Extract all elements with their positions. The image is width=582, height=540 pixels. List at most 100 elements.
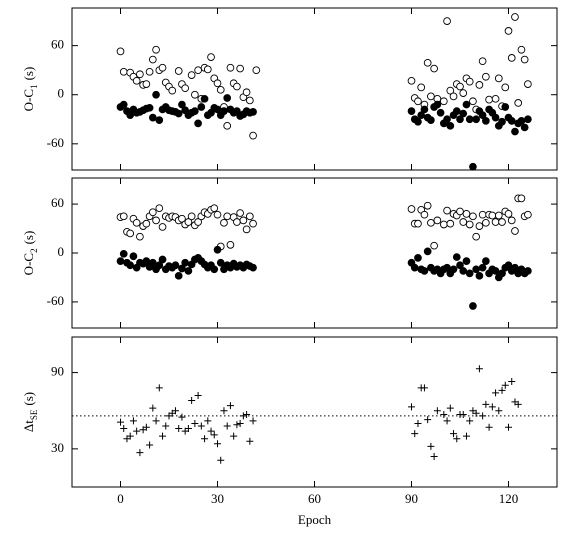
filled-circle bbox=[407, 107, 416, 115]
open-circle bbox=[148, 208, 157, 217]
x-tick-label: 90 bbox=[405, 491, 418, 506]
open-circle bbox=[472, 232, 481, 241]
plus-marker bbox=[482, 400, 490, 408]
plus-marker bbox=[117, 418, 124, 426]
open-circle bbox=[152, 45, 160, 54]
plus-marker bbox=[159, 432, 167, 440]
plus-marker bbox=[246, 437, 254, 445]
open-circle bbox=[517, 194, 526, 203]
plus-marker bbox=[443, 417, 451, 425]
filled-circle bbox=[482, 257, 490, 266]
filled-circle bbox=[155, 261, 164, 270]
open-circle bbox=[216, 85, 225, 94]
open-circle bbox=[449, 92, 458, 101]
open-circle bbox=[423, 58, 432, 67]
plus-marker bbox=[440, 411, 448, 419]
plus-marker bbox=[230, 432, 238, 440]
open-circle bbox=[456, 207, 464, 216]
x-tick-label: 60 bbox=[308, 491, 321, 506]
plus-marker bbox=[152, 417, 160, 425]
filled-circle bbox=[191, 107, 199, 115]
plus-marker bbox=[133, 427, 141, 435]
open-circle bbox=[136, 232, 144, 241]
y-tick-label: 60 bbox=[51, 37, 64, 52]
filled-circle bbox=[478, 111, 487, 120]
open-circle bbox=[245, 212, 254, 221]
open-circle bbox=[220, 218, 228, 227]
y-label-main: Δt bbox=[21, 420, 36, 432]
plus-marker bbox=[459, 411, 467, 419]
open-circle bbox=[498, 218, 506, 226]
open-circle bbox=[178, 214, 186, 223]
filled-circle bbox=[456, 115, 464, 124]
plus-marker bbox=[175, 425, 183, 433]
open-circle bbox=[142, 219, 151, 228]
y-tick-label: 0 bbox=[58, 244, 65, 259]
plus-marker bbox=[178, 413, 186, 421]
open-circle bbox=[168, 86, 177, 95]
open-circle bbox=[494, 211, 503, 220]
open-circle bbox=[482, 72, 490, 81]
panel-frame bbox=[71, 336, 558, 488]
plus-marker bbox=[414, 419, 422, 427]
filled-circle bbox=[126, 261, 135, 270]
filled-circle bbox=[491, 267, 500, 275]
filled-circle bbox=[223, 94, 232, 102]
filled-circle bbox=[420, 105, 429, 114]
open-circle bbox=[155, 204, 164, 213]
x-tick-label: 120 bbox=[499, 491, 519, 506]
filled-circle bbox=[119, 249, 128, 258]
filled-circle bbox=[433, 100, 442, 109]
filled-circle bbox=[482, 117, 490, 125]
plus-marker bbox=[223, 422, 231, 430]
y-tick-label: 0 bbox=[58, 86, 65, 101]
y-tick-label: 60 bbox=[51, 195, 64, 210]
y-tick-label: 90 bbox=[51, 364, 64, 379]
plus-marker bbox=[136, 449, 144, 457]
plus-marker bbox=[233, 421, 241, 429]
filled-circle bbox=[126, 111, 135, 120]
y-label-unit: (s) bbox=[21, 67, 36, 81]
y-label-sub: SE bbox=[29, 409, 39, 420]
filled-circle bbox=[213, 245, 222, 254]
plus-marker bbox=[433, 407, 441, 415]
open-circle bbox=[469, 212, 477, 221]
filled-circle bbox=[158, 255, 167, 264]
open-circle bbox=[233, 218, 241, 226]
open-circle bbox=[132, 218, 141, 227]
filled-circle bbox=[507, 117, 516, 125]
open-circle bbox=[524, 80, 532, 88]
plus-marker bbox=[146, 441, 154, 449]
open-circle bbox=[420, 210, 429, 219]
open-circle bbox=[242, 88, 251, 97]
filled-circle bbox=[459, 109, 468, 118]
y-label-unit: (s) bbox=[21, 392, 36, 406]
open-circle bbox=[494, 74, 503, 83]
open-circle bbox=[446, 86, 455, 95]
open-circle bbox=[514, 99, 523, 107]
plus-marker bbox=[508, 377, 516, 385]
filled-circle bbox=[178, 264, 186, 273]
plus-marker bbox=[188, 397, 196, 405]
filled-circle bbox=[524, 115, 532, 124]
open-circle bbox=[223, 121, 232, 130]
filled-circle bbox=[465, 269, 474, 278]
filled-circle bbox=[465, 115, 474, 124]
x-tick-label: 30 bbox=[211, 491, 224, 506]
plus-marker bbox=[220, 407, 228, 415]
plus-marker bbox=[204, 417, 212, 425]
plus-marker bbox=[462, 432, 470, 440]
plus-marker bbox=[129, 417, 137, 425]
open-circle bbox=[491, 218, 500, 226]
open-circle bbox=[524, 210, 532, 219]
plus-marker bbox=[495, 407, 503, 415]
open-circle bbox=[446, 219, 455, 228]
open-circle bbox=[501, 83, 510, 92]
open-circle bbox=[427, 92, 435, 101]
plus-marker bbox=[239, 412, 247, 420]
plus-marker bbox=[408, 403, 415, 411]
filled-circle bbox=[197, 103, 206, 111]
open-circle bbox=[485, 95, 493, 104]
plus-marker bbox=[149, 404, 157, 412]
filled-circle bbox=[178, 100, 186, 109]
